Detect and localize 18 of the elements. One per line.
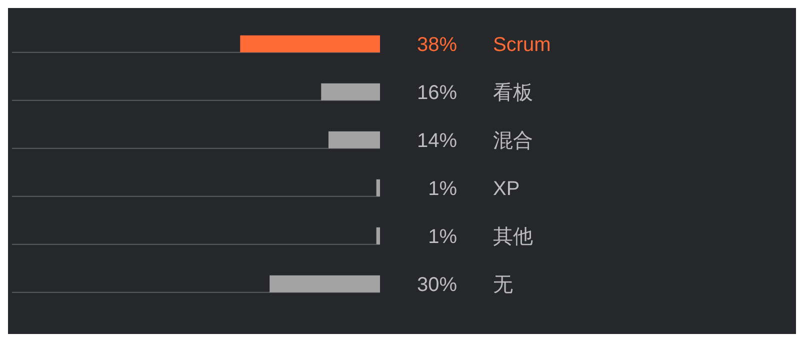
- data-label: 1%: [428, 178, 458, 200]
- y-tick-label: Scrum: [493, 34, 551, 56]
- bar: [270, 275, 380, 292]
- data-label: 1%: [428, 226, 458, 248]
- data-label: 30%: [416, 274, 458, 296]
- bar: [376, 227, 380, 244]
- data-label: 38%: [416, 34, 458, 56]
- bar: [376, 179, 380, 196]
- y-tick-label: 其他: [493, 226, 533, 248]
- bar: [240, 35, 380, 52]
- y-tick-label: 无: [493, 274, 513, 296]
- y-tick-label: 混合: [493, 130, 533, 152]
- data-label: 14%: [416, 130, 458, 152]
- data-label: 16%: [416, 82, 458, 104]
- y-tick-label: 看板: [493, 82, 533, 104]
- bar: [321, 83, 380, 100]
- bar: [328, 131, 380, 148]
- y-tick-label: XP: [493, 178, 520, 200]
